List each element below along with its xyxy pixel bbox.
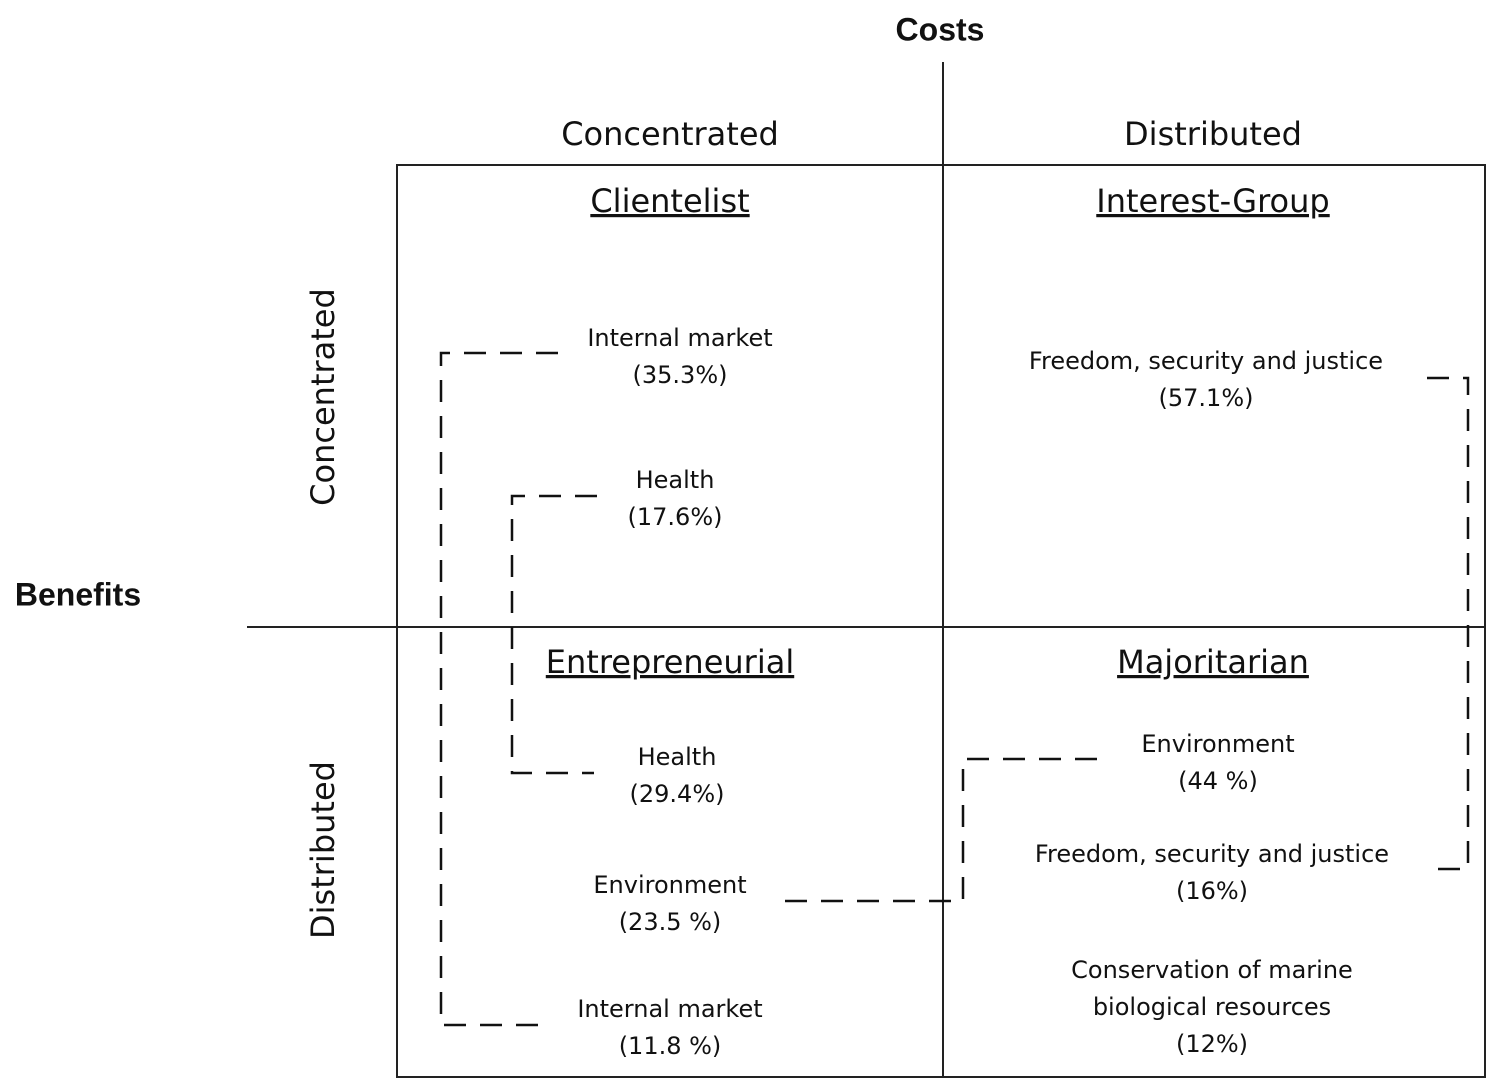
item-share: (17.6%) <box>628 503 723 531</box>
item-label: Internal market <box>587 324 772 352</box>
item-label: biological resources <box>1093 993 1331 1021</box>
item-share: (44 %) <box>1178 767 1258 795</box>
item-label: Environment <box>593 871 746 899</box>
item-label: Environment <box>1141 730 1294 758</box>
connector <box>510 494 597 775</box>
item-share: (29.4%) <box>630 780 725 808</box>
matrix-box <box>396 164 1486 1078</box>
connector <box>439 351 558 1027</box>
connector <box>1427 376 1470 871</box>
item-label: Health <box>638 743 717 771</box>
row-header: Distributed <box>304 761 342 939</box>
quadrant-title: Entrepreneurial <box>546 643 794 681</box>
connector <box>785 757 1100 903</box>
column-header: Concentrated <box>561 115 779 153</box>
quadrant-title: Majoritarian <box>1117 643 1309 681</box>
item-share: (12%) <box>1176 1030 1248 1058</box>
axis-title: Benefits <box>15 576 141 612</box>
item-share: (57.1%) <box>1159 384 1254 412</box>
column-header: Distributed <box>1124 115 1302 153</box>
quadrant-title: Interest-Group <box>1096 182 1329 220</box>
item-share: (23.5 %) <box>619 908 722 936</box>
item-share: (16%) <box>1176 877 1248 905</box>
quadrant-title: Clientelist <box>590 182 749 220</box>
item-label: Conservation of marine <box>1071 956 1353 984</box>
item-label: Internal market <box>577 995 762 1023</box>
item-label: Freedom, security and justice <box>1029 347 1383 375</box>
axis-title: Costs <box>896 11 985 47</box>
item-share: (11.8 %) <box>619 1032 722 1060</box>
row-header: Concentrated <box>304 288 342 506</box>
item-label: Freedom, security and justice <box>1035 840 1389 868</box>
item-label: Health <box>636 466 715 494</box>
item-share: (35.3%) <box>633 361 728 389</box>
